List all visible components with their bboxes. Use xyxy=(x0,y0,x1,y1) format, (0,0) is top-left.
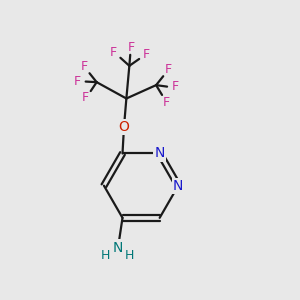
Text: F: F xyxy=(163,96,170,109)
Text: O: O xyxy=(118,120,129,134)
Text: F: F xyxy=(110,46,117,59)
Text: H: H xyxy=(101,249,110,262)
Text: F: F xyxy=(172,80,179,93)
Text: F: F xyxy=(81,60,88,73)
Text: H: H xyxy=(125,249,134,262)
Text: F: F xyxy=(143,48,150,61)
Text: F: F xyxy=(165,63,172,76)
Text: F: F xyxy=(74,75,81,88)
Text: N: N xyxy=(173,179,183,193)
Text: F: F xyxy=(82,91,89,104)
Text: N: N xyxy=(113,241,123,255)
Text: N: N xyxy=(154,146,165,161)
Text: F: F xyxy=(127,41,134,54)
